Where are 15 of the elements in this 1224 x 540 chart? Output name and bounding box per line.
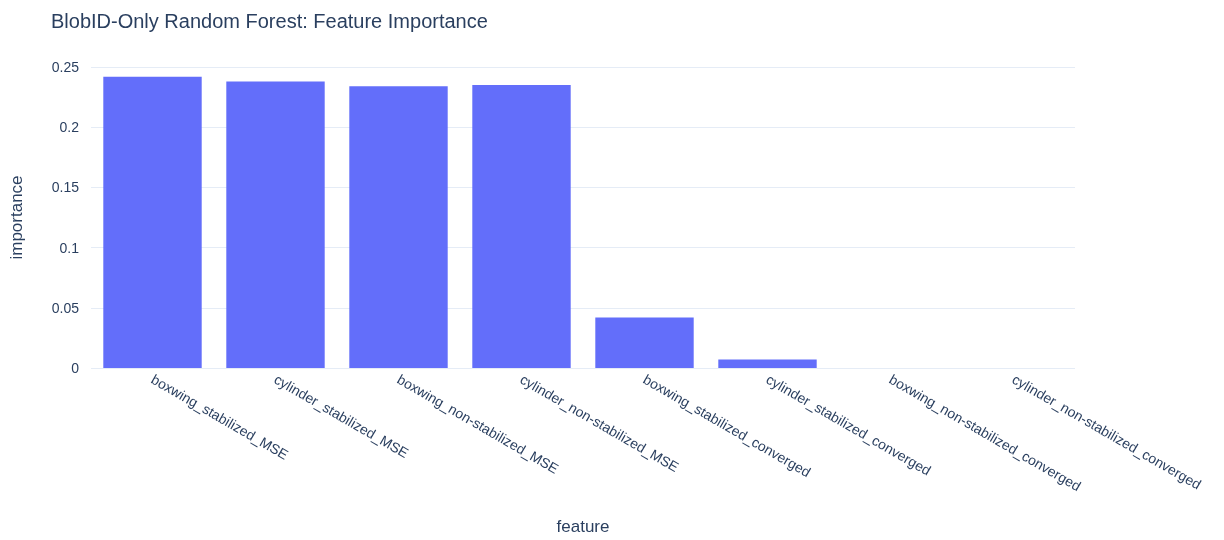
bar	[349, 86, 448, 368]
y-tick-label: 0	[71, 360, 80, 376]
y-axis-title: importance	[7, 175, 26, 260]
y-tick-label: 0.15	[51, 179, 80, 196]
bar	[595, 317, 694, 368]
bar	[718, 359, 817, 368]
y-tick-label: 0.25	[51, 59, 80, 75]
y-tick-label: 0.05	[51, 299, 80, 316]
chart-title: BlobID-Only Random Forest: Feature Importance	[51, 10, 488, 32]
bar	[472, 85, 571, 368]
bar	[103, 76, 202, 368]
y-tick-label: 0.2	[59, 119, 80, 136]
bar	[226, 81, 325, 368]
y-tick-label: 0.1	[59, 239, 80, 256]
x-axis-title: feature	[556, 517, 610, 536]
